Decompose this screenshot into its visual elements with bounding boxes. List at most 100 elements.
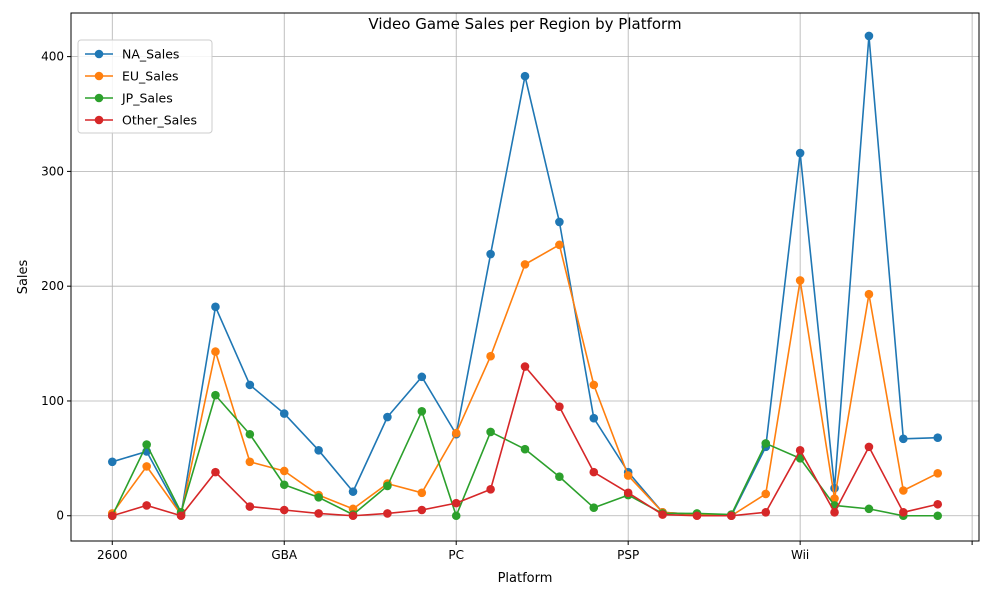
data-point xyxy=(761,489,771,499)
series-other-sales xyxy=(107,362,943,521)
data-point xyxy=(589,503,599,513)
series-eu-sales xyxy=(107,240,943,521)
data-point xyxy=(486,427,495,437)
data-point xyxy=(933,499,943,509)
data-point xyxy=(486,351,495,361)
y-tick-label: 200 xyxy=(41,279,64,293)
data-point xyxy=(933,433,943,442)
data-point xyxy=(211,347,220,356)
data-point xyxy=(451,498,461,508)
legend-item: JP_Sales xyxy=(85,91,173,106)
series-layer xyxy=(107,31,943,521)
data-point xyxy=(727,511,736,521)
data-point xyxy=(795,446,805,455)
data-point xyxy=(417,505,427,515)
data-point xyxy=(795,454,805,463)
legend-label: EU_Sales xyxy=(122,69,179,84)
data-point xyxy=(864,504,874,514)
data-point xyxy=(451,511,461,521)
data-point xyxy=(245,502,255,511)
data-point xyxy=(176,511,186,521)
data-point xyxy=(417,406,427,416)
x-axis-label: Platform xyxy=(498,571,553,586)
data-point xyxy=(383,481,392,491)
data-point xyxy=(555,240,564,250)
data-point xyxy=(795,276,805,285)
data-point xyxy=(520,260,530,269)
data-point xyxy=(486,485,495,494)
data-point xyxy=(864,31,874,41)
data-point xyxy=(520,362,530,371)
legend-item: Other_Sales xyxy=(85,113,197,128)
legend-label: NA_Sales xyxy=(122,47,179,62)
data-point xyxy=(555,402,564,412)
data-point xyxy=(555,217,564,227)
legend-marker xyxy=(94,115,104,125)
data-point xyxy=(279,466,289,476)
data-point xyxy=(555,472,564,482)
x-tick-label: PSP xyxy=(617,548,639,562)
x-tick-label: 2600 xyxy=(97,548,128,562)
data-point xyxy=(142,440,151,449)
data-point xyxy=(933,511,943,521)
plot-frame xyxy=(70,12,980,542)
legend-marker xyxy=(94,71,104,81)
data-point xyxy=(520,444,530,454)
data-point xyxy=(830,508,839,517)
data-point xyxy=(761,439,771,448)
data-point xyxy=(864,442,874,452)
data-point xyxy=(107,511,117,521)
data-point xyxy=(383,412,392,422)
chart-legend: NA_Sales EU_Sales JP_Sales Other_Sales xyxy=(77,39,213,134)
data-point xyxy=(245,380,255,390)
legend-box xyxy=(77,39,213,134)
data-point xyxy=(279,409,289,418)
data-point xyxy=(314,446,323,455)
data-point xyxy=(348,511,358,521)
data-point xyxy=(623,471,633,480)
data-point xyxy=(623,488,633,498)
legend-marker xyxy=(94,93,104,103)
data-point xyxy=(933,468,943,478)
data-point xyxy=(417,372,427,382)
data-point xyxy=(589,413,599,423)
data-point xyxy=(211,390,220,400)
data-point xyxy=(486,249,495,259)
x-tick-label: GBA xyxy=(271,548,298,562)
data-point xyxy=(864,289,874,299)
data-point xyxy=(142,501,151,510)
data-point xyxy=(383,509,392,518)
data-point xyxy=(761,508,771,517)
data-point xyxy=(899,486,908,495)
data-point xyxy=(692,511,702,521)
data-point xyxy=(899,434,908,444)
chart-title: Video Game Sales per Region by Platform xyxy=(368,15,681,33)
data-point xyxy=(589,467,599,477)
legend-item: EU_Sales xyxy=(85,69,179,84)
axis-ticks: 0 100 200 300 400 2600 GBA PC PSP Wii xyxy=(41,50,973,562)
data-point xyxy=(142,462,151,471)
legend-label: JP_Sales xyxy=(121,91,173,106)
y-tick-label: 0 xyxy=(56,509,64,523)
x-tick-label: Wii xyxy=(791,548,809,562)
data-point xyxy=(417,488,427,498)
data-point xyxy=(348,487,358,496)
legend-marker xyxy=(94,49,104,59)
data-point xyxy=(211,467,220,477)
data-point xyxy=(211,302,220,312)
data-point xyxy=(658,510,667,519)
data-point xyxy=(107,457,117,467)
legend-item: NA_Sales xyxy=(85,47,179,62)
data-point xyxy=(279,480,289,490)
y-tick-label: 100 xyxy=(41,394,64,408)
data-point xyxy=(279,505,289,515)
y-axis-label: Sales xyxy=(16,259,31,294)
data-point xyxy=(245,457,255,467)
data-point xyxy=(451,428,461,438)
data-point xyxy=(520,71,530,81)
data-point xyxy=(314,509,323,518)
data-point xyxy=(830,494,839,503)
data-point xyxy=(314,493,323,502)
x-tick-label: PC xyxy=(448,548,464,562)
